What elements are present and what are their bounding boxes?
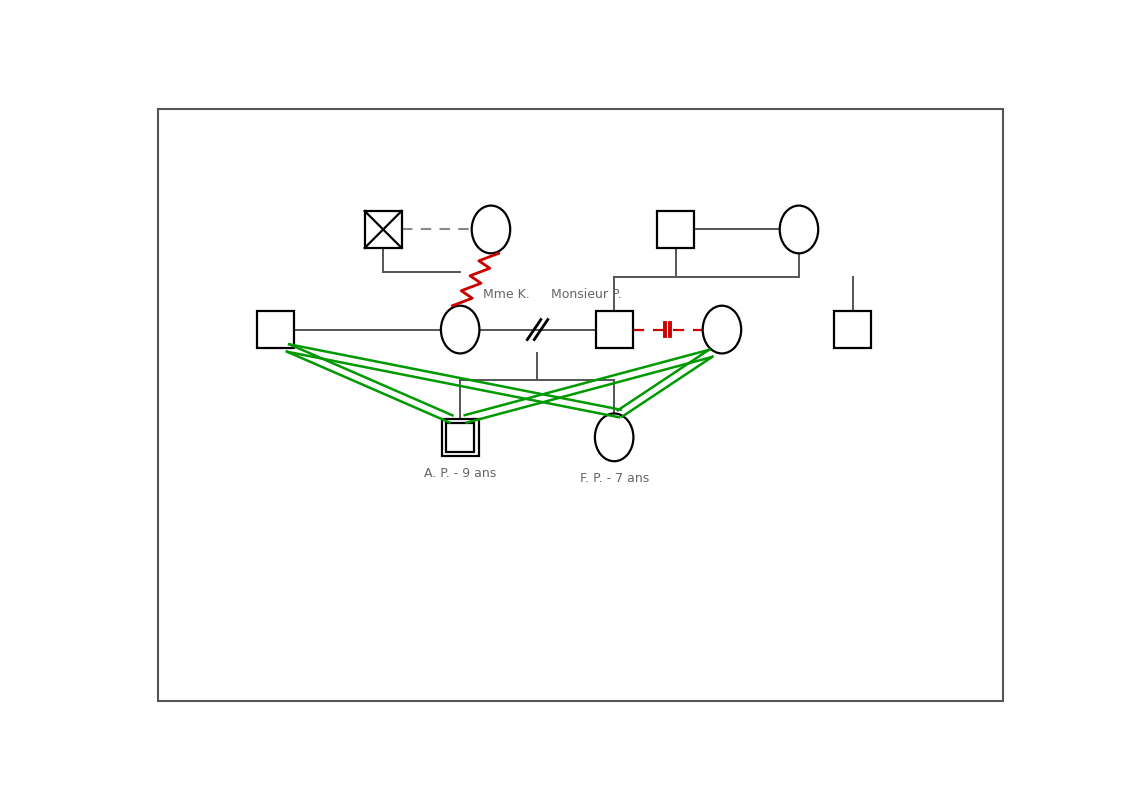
Bar — [446, 424, 475, 452]
Text: A. P. - 9 ans: A. P. - 9 ans — [424, 467, 496, 479]
Ellipse shape — [780, 206, 818, 254]
Text: F. P. - 7 ans: F. P. - 7 ans — [580, 471, 649, 485]
Bar — [834, 312, 871, 349]
Text: Monsieur P.: Monsieur P. — [551, 288, 622, 301]
Bar — [596, 312, 632, 349]
Ellipse shape — [441, 306, 479, 354]
Bar — [365, 212, 401, 249]
Ellipse shape — [702, 306, 741, 354]
Ellipse shape — [471, 206, 510, 254]
Bar — [442, 419, 478, 456]
Ellipse shape — [595, 414, 633, 462]
Bar — [657, 212, 695, 249]
Bar — [257, 312, 293, 349]
Text: Mme K.: Mme K. — [484, 288, 530, 301]
